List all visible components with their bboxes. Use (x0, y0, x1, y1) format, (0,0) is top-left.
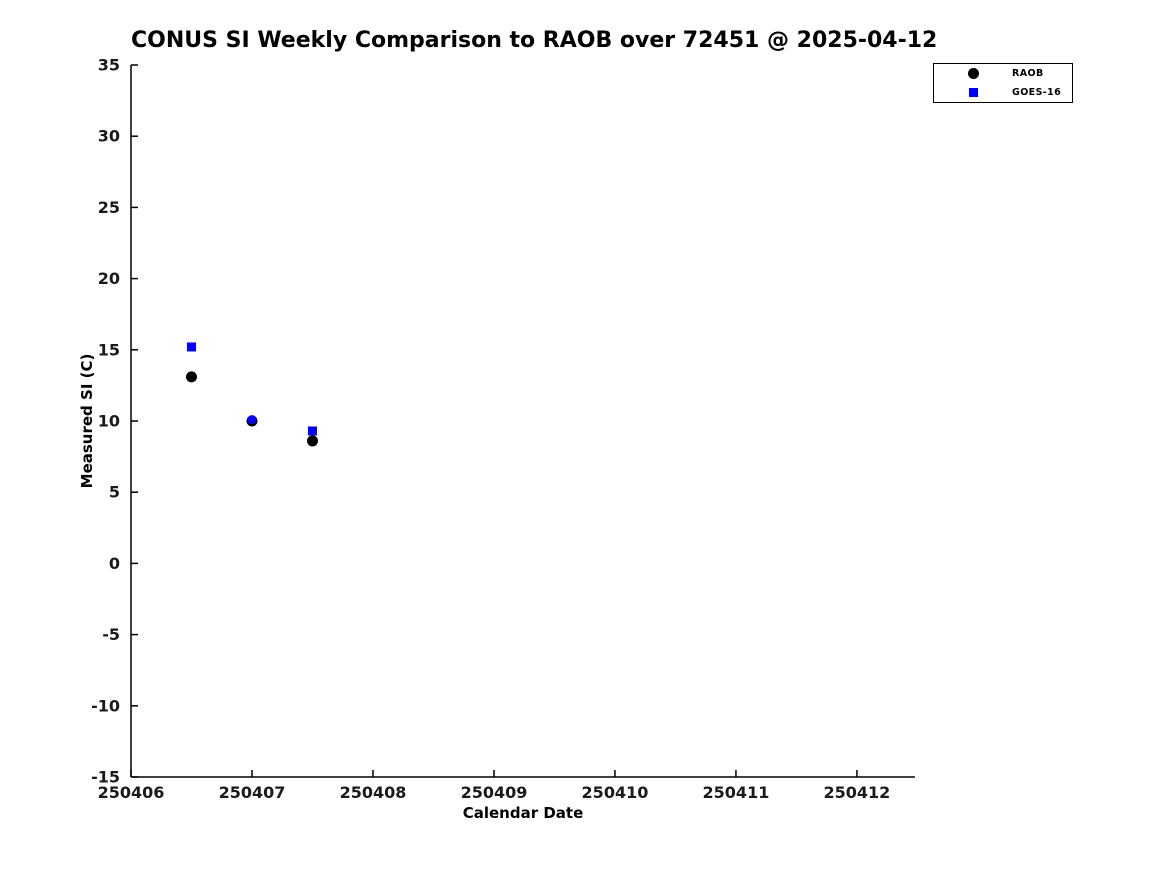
x-tick-label: 250406 (98, 783, 165, 802)
legend-label-raob: RAOB (1012, 68, 1044, 80)
x-axis-label: Calendar Date (462, 804, 584, 822)
y-tick-label: -5 (102, 625, 120, 644)
data-point-goes-16 (247, 415, 257, 425)
x-tick-label: 250407 (219, 783, 286, 802)
y-tick-label: 35 (98, 56, 120, 75)
x-tick-label: 250408 (340, 783, 407, 802)
goes-16-marker-icon (968, 87, 978, 97)
data-point-raob (185, 371, 197, 383)
data-point-goes-16 (186, 342, 196, 352)
x-tick-label: 250412 (824, 783, 891, 802)
data-point-goes-16 (307, 426, 317, 436)
legend-entry-goes-16: GOES-16 (934, 84, 1072, 101)
y-tick-label: 25 (98, 198, 120, 217)
legend-entry-raob: RAOB (934, 65, 1072, 82)
y-tick-label: 10 (98, 412, 120, 431)
legend: RAOB GOES-16 (933, 63, 1073, 103)
y-tick-label: 30 (98, 127, 120, 146)
raob-marker-icon (967, 68, 979, 80)
y-tick-label: 20 (98, 269, 120, 288)
legend-marker-cell (934, 68, 1012, 80)
x-tick-label: 250409 (461, 783, 528, 802)
y-tick-label: 5 (109, 483, 120, 502)
legend-marker-cell (934, 87, 1012, 97)
y-tick-label: 15 (98, 340, 120, 359)
x-tick-label: 250410 (582, 783, 649, 802)
y-axis-label: Measured SI (C) (78, 353, 96, 489)
y-tick-label: 0 (109, 554, 120, 573)
y-tick-label: -10 (91, 696, 120, 715)
y-tick-label: -15 (91, 768, 120, 787)
chart-title: CONUS SI Weekly Comparison to RAOB over … (131, 28, 938, 53)
x-tick-label: 250411 (703, 783, 770, 802)
legend-label-goes-16: GOES-16 (1012, 86, 1062, 98)
data-point-raob (306, 435, 318, 447)
